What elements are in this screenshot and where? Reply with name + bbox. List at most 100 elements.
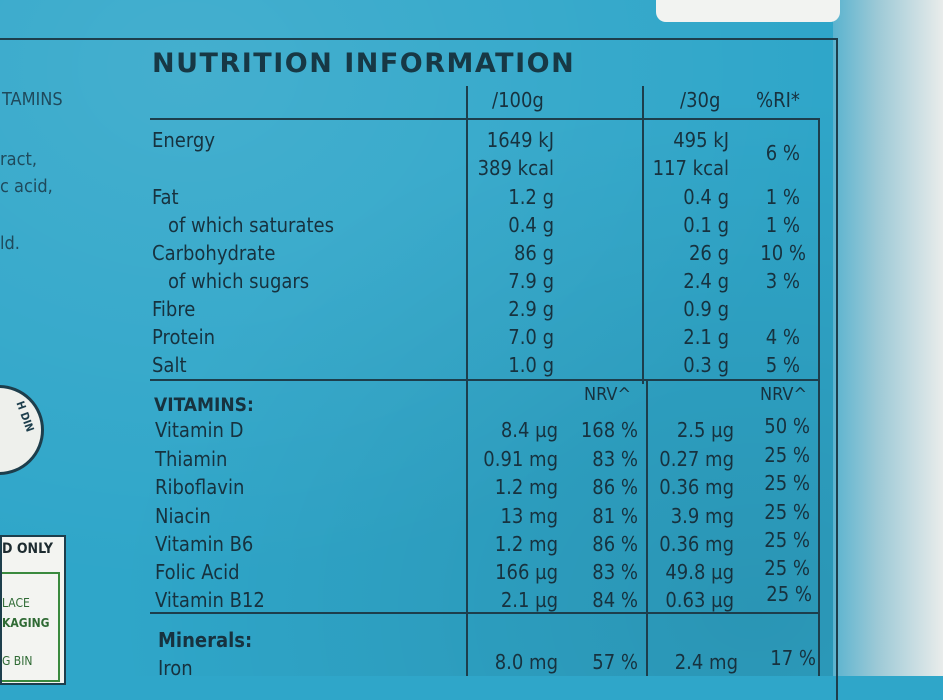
nutrient-value-100g: 2.9 g xyxy=(508,297,554,321)
vitamin-name: Riboflavin xyxy=(155,475,245,499)
vitamin-value-100g: 166 µg xyxy=(495,560,558,584)
nutrient-value-30g: 0.9 g xyxy=(683,297,729,321)
nutrient-ri: 5 % xyxy=(765,353,800,377)
left-text-line: TAMINS xyxy=(2,89,63,110)
nutrient-value-30g: 495 kJ xyxy=(673,128,729,152)
nutrient-value-100g: 1649 kJ xyxy=(486,128,554,152)
panel-frame xyxy=(0,38,838,700)
nutrient-name: Carbohydrate xyxy=(152,241,276,265)
vitamin-nrv-100g: 81 % xyxy=(592,504,638,528)
mineral-value-30g: 2.4 mg xyxy=(674,650,738,674)
nrv-label-100g: NRV^ xyxy=(584,384,632,405)
vitamin-value-100g: 2.1 µg xyxy=(500,588,558,612)
nutrient-name: Salt xyxy=(152,353,187,377)
header-per-30g: /30g xyxy=(680,88,721,112)
vitamin-nrv-100g: 86 % xyxy=(592,532,638,556)
vitamin-value-30g: 0.27 mg xyxy=(659,447,734,471)
nutrient-name: Energy xyxy=(152,128,215,152)
vitamin-nrv-30g: 25 % xyxy=(764,556,810,580)
vitamin-name: Vitamin B12 xyxy=(155,588,265,612)
vitamin-value-30g: 0.63 µg xyxy=(665,588,734,612)
left-text-line: ract, xyxy=(0,149,37,170)
vitamin-nrv-30g: 25 % xyxy=(764,528,810,552)
recycle-heading: D ONLY xyxy=(2,541,54,557)
nutrition-title: NUTRITION INFORMATION xyxy=(152,48,576,79)
nutrient-ri: 6 % xyxy=(765,141,800,165)
nutrient-value-30g: 2.1 g xyxy=(683,325,729,349)
vitamin-value-30g: 0.36 mg xyxy=(659,532,734,556)
vitamin-name: Folic Acid xyxy=(155,560,240,584)
box-edge xyxy=(833,0,943,676)
nutrient-value-100g: 7.0 g xyxy=(508,325,554,349)
vitamin-name: Vitamin B6 xyxy=(155,532,254,556)
left-text-line: c acid, xyxy=(0,176,53,197)
vitamin-name: Thiamin xyxy=(155,447,228,471)
vitamin-nrv-30g: 25 % xyxy=(764,500,810,524)
recycle-line: LACE xyxy=(2,596,30,610)
nutrient-value-100g: 86 g xyxy=(513,241,554,265)
vitamin-name: Niacin xyxy=(155,504,211,528)
nutrient-value-30g: 2.4 g xyxy=(683,269,729,293)
vitamin-value-30g: 49.8 µg xyxy=(665,560,734,584)
mineral-nrv-30g: 17 % xyxy=(770,646,816,670)
vitamin-nrv-100g: 86 % xyxy=(592,475,638,499)
left-text-line: ld. xyxy=(0,233,20,254)
vitamin-nrv-30g: 50 % xyxy=(764,414,810,438)
mineral-nrv-100g: 57 % xyxy=(592,650,638,674)
vitamin-value-30g: 0.36 mg xyxy=(659,475,734,499)
vitamin-value-100g: 1.2 mg xyxy=(494,475,558,499)
nutrient-value-30g: 0.4 g xyxy=(683,185,729,209)
recycle-line: G BIN xyxy=(2,654,33,668)
nutrient-ri: 1 % xyxy=(765,185,800,209)
vitamin-value-30g: 3.9 mg xyxy=(670,504,734,528)
nutrient-value-100g: 1.0 g xyxy=(508,353,554,377)
column-divider xyxy=(818,118,820,676)
column-divider xyxy=(642,86,644,384)
vitamin-nrv-100g: 83 % xyxy=(592,560,638,584)
nutrient-ri: 3 % xyxy=(765,269,800,293)
vitamin-nrv-100g: 168 % xyxy=(580,418,638,442)
vitamin-name: Vitamin D xyxy=(155,418,244,442)
nutrient-value-30g: 26 g xyxy=(688,241,729,265)
table-rule xyxy=(150,118,818,120)
nutrient-name: Protein xyxy=(152,325,215,349)
vitamin-value-100g: 1.2 mg xyxy=(494,532,558,556)
vitamin-nrv-30g: 25 % xyxy=(766,582,812,606)
minerals-heading: Minerals: xyxy=(158,628,253,652)
vitamin-value-30g: 2.5 µg xyxy=(676,418,734,442)
column-divider xyxy=(646,379,648,676)
table-rule xyxy=(150,612,818,614)
nutrient-name: Fat xyxy=(152,185,179,209)
vitamin-value-100g: 8.4 µg xyxy=(500,418,558,442)
mineral-value-100g: 8.0 mg xyxy=(494,650,558,674)
nutrient-value-100g: 0.4 g xyxy=(508,213,554,237)
vitamin-nrv-100g: 83 % xyxy=(592,447,638,471)
header-ri: %RI* xyxy=(756,88,800,112)
nutrient-ri: 4 % xyxy=(765,325,800,349)
vitamin-nrv-30g: 25 % xyxy=(764,443,810,467)
nutrient-ri: 1 % xyxy=(765,213,800,237)
vitamin-nrv-100g: 84 % xyxy=(592,588,638,612)
column-divider xyxy=(466,86,468,676)
nutrient-value-100g: 1.2 g xyxy=(508,185,554,209)
vitamin-value-100g: 13 mg xyxy=(500,504,558,528)
header-per-100g: /100g xyxy=(492,88,544,112)
vitamin-value-100g: 0.91 mg xyxy=(483,447,558,471)
mineral-name: Iron xyxy=(158,656,193,680)
nutrient-value-30g: 0.3 g xyxy=(683,353,729,377)
nutrient-value-30g: 117 kcal xyxy=(652,156,729,180)
nutrient-value-30g: 0.1 g xyxy=(683,213,729,237)
recycle-inner-box: LACE KAGING G BIN xyxy=(2,572,60,682)
recycle-line: KAGING xyxy=(2,616,50,630)
nutrient-name: of which sugars xyxy=(168,269,310,293)
nutrient-value-100g: 7.9 g xyxy=(508,269,554,293)
table-rule xyxy=(150,379,818,381)
white-label-area xyxy=(656,0,840,22)
nutrient-name: Fibre xyxy=(152,297,196,321)
nutrient-value-100g: 389 kcal xyxy=(477,156,554,180)
nutrient-name: of which saturates xyxy=(168,213,334,237)
nutrient-ri: 10 % xyxy=(760,241,806,265)
vitamins-heading: VITAMINS: xyxy=(154,394,254,416)
vitamin-nrv-30g: 25 % xyxy=(764,471,810,495)
nrv-label-30g: NRV^ xyxy=(760,384,808,405)
